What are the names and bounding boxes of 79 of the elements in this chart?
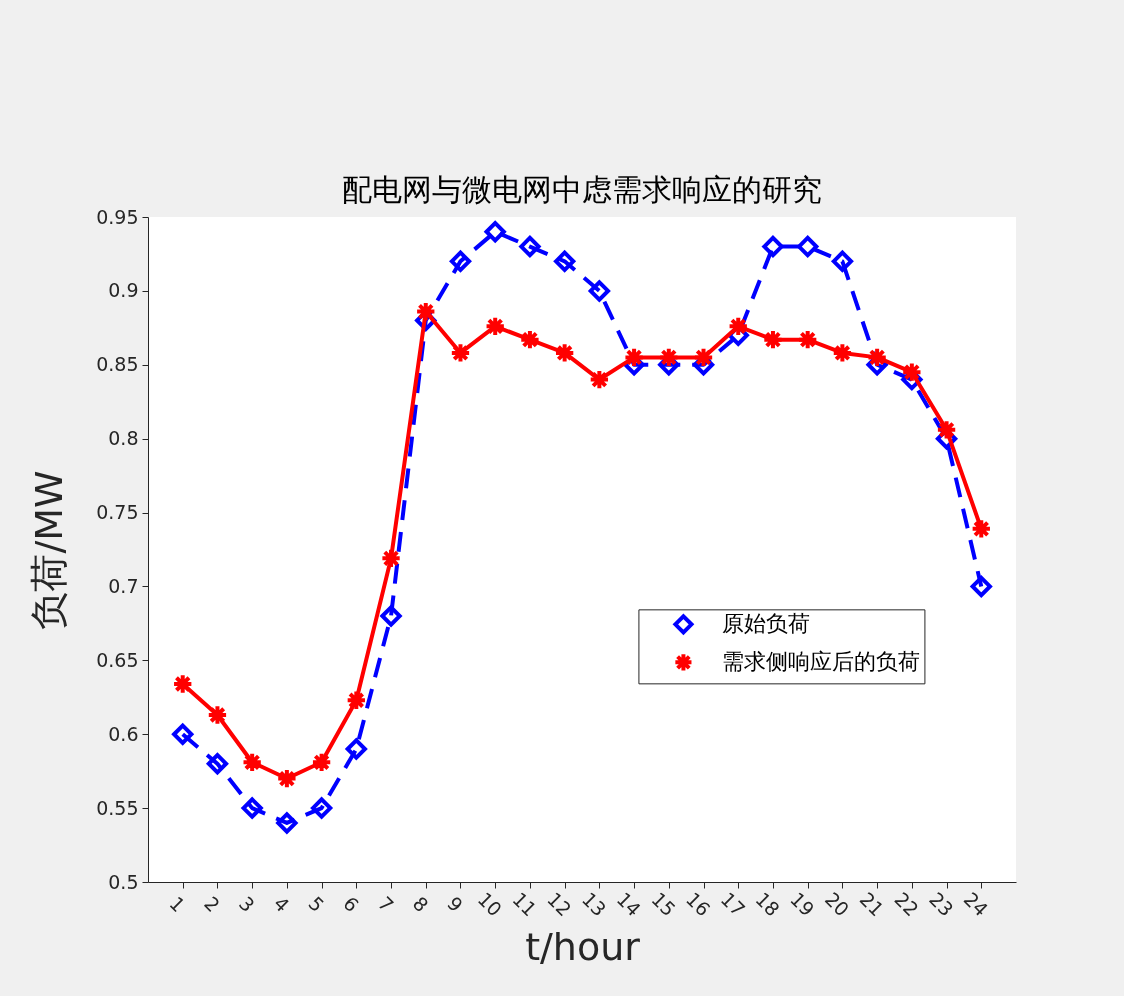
point [553,250,576,272]
x-tick-label: 5 [304,892,329,917]
point [415,300,437,323]
point [692,346,715,369]
point [588,280,611,302]
y-tick-label: 0.55 [96,796,139,819]
x-tick-label: 17 [716,887,750,921]
legend-label: 原始负荷 [722,611,811,637]
x-tick-label: 6 [339,892,364,917]
legend-label: 需求侧响应后的负荷 [722,649,921,675]
x-tick-label: 19 [786,887,819,921]
x-tick-label: 9 [443,892,468,917]
point [935,419,958,441]
x-tick-label: 24 [959,887,993,921]
x-tick-label: 2 [200,892,225,917]
point [762,329,784,351]
y-axis-title: 负荷/MW [27,470,72,630]
y-tick-label: 0.5 [108,870,139,893]
point [345,738,367,760]
point [484,315,506,338]
point [449,250,472,272]
point [310,797,333,819]
y-tick-label: 0.65 [96,648,139,671]
point [553,342,576,364]
x-tick-label: 4 [269,892,294,917]
point [831,342,854,364]
point [484,221,506,243]
point [658,346,680,369]
y-tick-label: 0.8 [108,427,139,450]
point [831,250,854,272]
point [970,575,992,598]
point [797,235,819,258]
point [206,753,229,775]
x-tick-label: 11 [508,887,542,921]
x-tick-label: 10 [473,887,507,921]
point [172,723,194,745]
x-axis-title: t/hour [525,925,641,970]
x-tick-label: 23 [925,887,958,921]
y-tick-label: 0.9 [108,279,139,302]
point [901,361,923,383]
chart-title: 配电网与微电网中虑需求响应的研究 [342,172,822,207]
point [380,547,402,570]
y-tick-label: 0.95 [96,205,139,228]
point [206,704,229,726]
point [380,605,402,627]
x-tick-label: 16 [682,887,715,921]
point [866,346,888,369]
x-tick-label: 13 [577,887,611,921]
point [241,797,263,819]
point [623,346,645,369]
point [449,342,472,364]
point [519,329,541,351]
y-tick-label: 0.6 [108,722,139,745]
point [970,518,992,540]
point [276,812,298,834]
point [519,235,541,258]
y-tick-label: 0.7 [108,574,139,597]
x-tick-label: 18 [751,887,785,921]
x-tick-label: 1 [165,892,190,917]
x-tick-label: 3 [234,892,260,917]
point [345,689,367,711]
point [276,767,298,790]
x-tick-label: 8 [408,892,433,917]
point [588,368,611,391]
x-tick-label: 20 [820,887,854,921]
x-tick-label: 22 [890,887,924,921]
x-tick-label: 14 [612,887,646,921]
point [172,673,194,695]
y-tick-label: 0.85 [96,353,139,376]
x-tick-label: 15 [647,887,680,921]
point [727,315,749,338]
x-tick-label: 21 [855,887,889,921]
point [797,329,819,351]
x-tick-label: 7 [373,892,398,917]
point [310,751,333,773]
x-tick-label: 12 [543,887,576,921]
point [241,751,263,773]
point [762,235,784,258]
y-tick-label: 0.75 [96,501,139,524]
